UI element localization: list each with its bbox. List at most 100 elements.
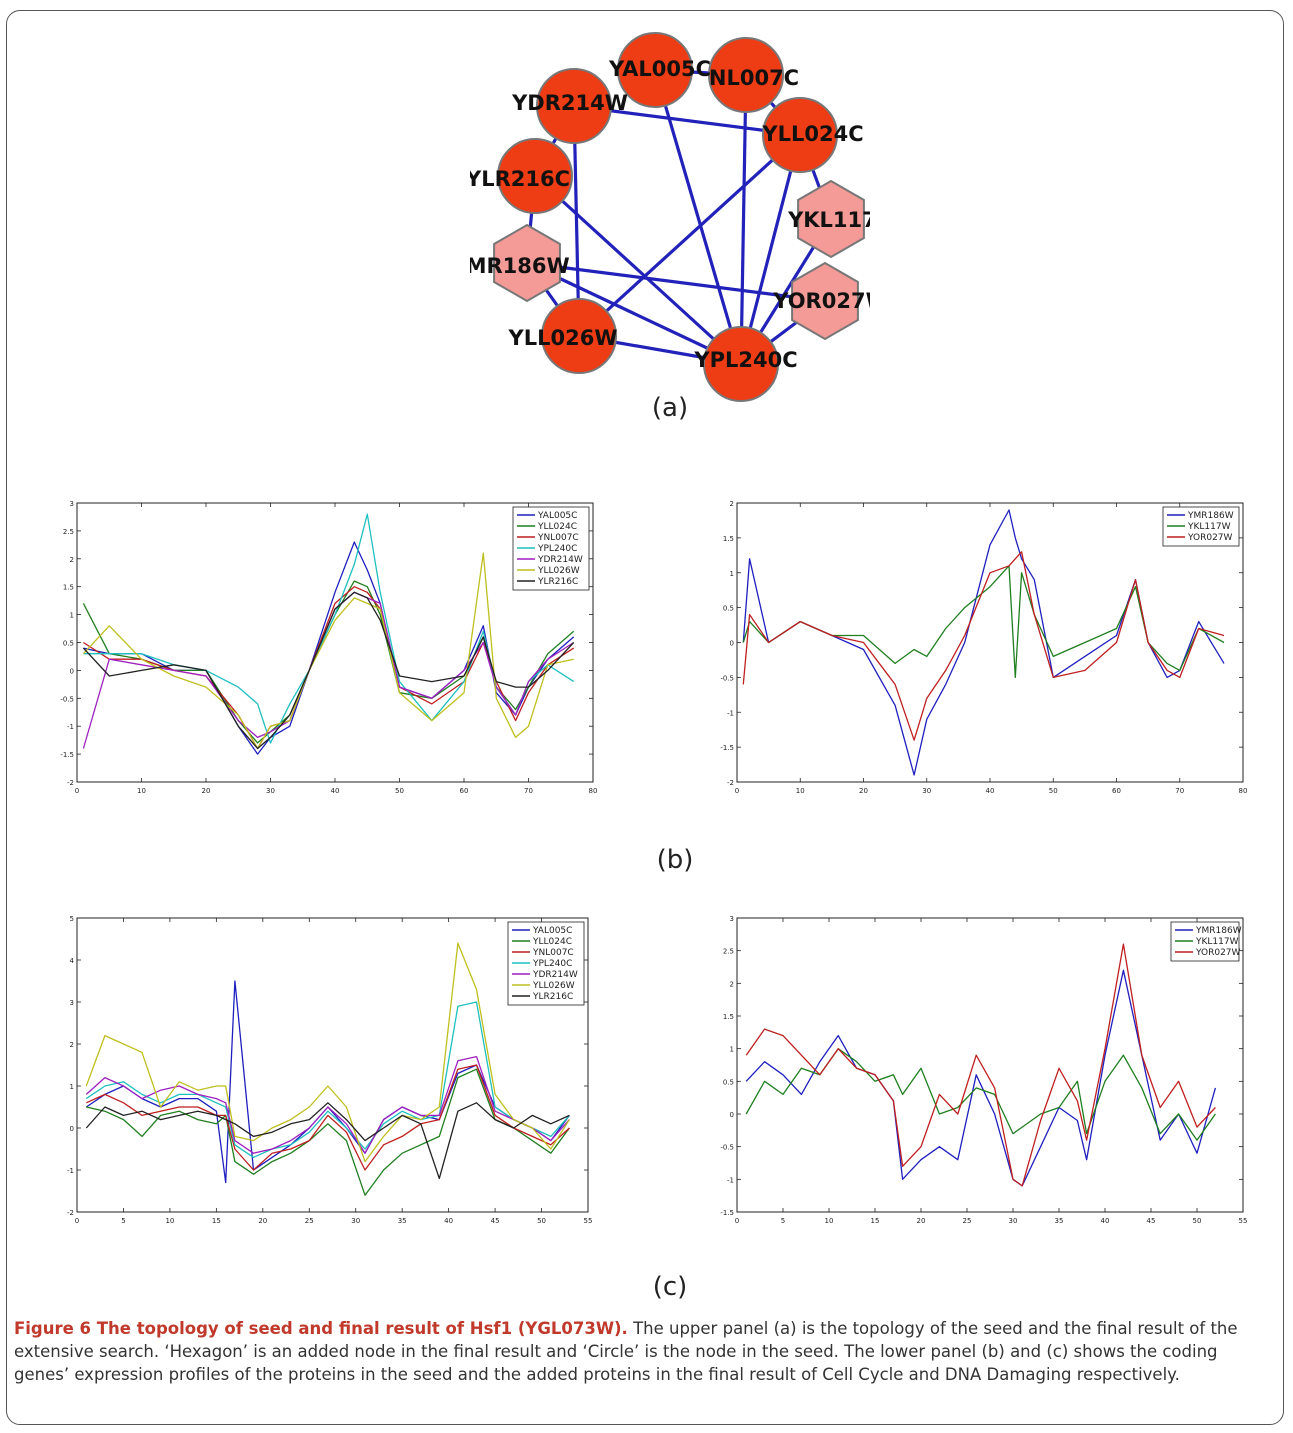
legend-label-yll024c: YLL024C [537,522,577,532]
edge-yll024c-yll026w [577,133,802,338]
x-tick-label: 0 [75,1217,79,1225]
node-nl007c [708,37,784,113]
x-tick-label: 45 [491,1217,500,1225]
node-label-yal005c: YAL005C [608,57,711,81]
figure-frame [6,10,1284,1425]
legend-label-yal005c: YAL005C [532,926,572,936]
legend: YAL005CYLL024CYNL007CYPL240CYDR214WYLL02… [512,506,590,591]
y-tick-label: -0.5 [720,674,734,682]
caption-text: The upper panel (a) is the topology of t… [14,1319,1238,1384]
y-tick-label: -2 [67,1209,74,1217]
node-label-ypl240c: YPL240C [693,348,797,372]
y-tick-label: 2 [70,1041,74,1049]
series-line-yll024c [86,1068,570,1196]
node-label-ylr216c: YLR216C [470,167,570,191]
edge-nl007c-ypl240c [739,74,748,365]
panel-label-c: (c) [652,1272,688,1302]
y-tick-label: 0 [70,667,74,675]
x-tick-label: 20 [202,787,211,795]
legend-label-ymr186w: YMR186W [1195,926,1242,936]
legend-label-yor027w: YOR027W [1195,948,1241,958]
node-yll024c [762,97,838,173]
y-tick-label: -1 [727,709,734,717]
series-lines [85,942,570,1196]
node-ymr186w [493,223,561,303]
node-label-yor027w: YOR027W [772,289,870,313]
chart-c-right: -1.5-1-0.500.511.522.530 5 10 15 20 25 30 35 40 4… [720,915,1248,1225]
node-ypl240c [703,326,779,402]
y-tick-label: -0.5 [720,1144,734,1152]
series-line-ylr216c [85,1102,570,1180]
x-tick-label: 0 [75,787,79,795]
plot-area [76,502,594,783]
y-tick-label: 1 [70,1083,74,1091]
x-tick-label: 20 [258,1217,267,1225]
legend-label-ymr186w: YMR186W [1187,511,1234,521]
y-tick-label: 3 [70,500,74,508]
node-ylr216c [497,138,573,214]
node-label-ykl117w: YKL117W [787,208,870,232]
y-tick-label: 1 [730,1046,734,1054]
y-tick-label: 2 [730,980,734,988]
x-tick-label: 35 [398,1217,407,1225]
node-label-ymr186w: YMR186W [470,254,570,278]
series-line-yor027w [745,943,1216,1187]
x-tick-label: 70 [1175,787,1184,795]
y-tick-label: 2.5 [63,528,74,536]
x-tick-label: 25 [305,1217,314,1225]
legend-label-ypl240c: YPL240C [532,959,572,969]
x-tick-label: 10 [165,1217,174,1225]
axes: -2-1.5-1-0.500.511.520 10 20 30 40 50 60 70 80 [720,500,1247,795]
y-tick-label: -2 [727,779,734,787]
x-tick-label: 5 [121,1217,125,1225]
y-tick-label: -1.5 [60,751,74,759]
x-tick-label: 60 [460,787,469,795]
panel-label-a: (a) [651,393,689,423]
node-yor027w [791,261,859,341]
legend-label-ydr214w: YDR214W [532,970,578,980]
x-tick-label: 50 [537,1217,546,1225]
legend-label-ynl007c: YNL007C [532,948,574,958]
chart-b-right: -2-1.5-1-0.500.511.520 10 20 30 40 50 60 70 80YM… [720,500,1247,795]
y-tick-label: 1.5 [723,535,734,543]
y-tick-label: 2.5 [723,948,734,956]
x-tick-label: 30 [922,787,931,795]
legend-label-ynl007c: YNL007C [537,533,579,543]
series-line-ylr216c [82,591,575,750]
x-tick-label: 70 [524,787,533,795]
x-tick-label: 50 [1193,1217,1202,1225]
x-tick-label: 40 [986,787,995,795]
legend-label-yll024c: YLL024C [532,937,572,947]
x-tick-label: 55 [1239,1217,1248,1225]
y-tick-label: 3 [730,915,734,923]
y-tick-label: 4 [70,957,75,965]
chart-b-left: -2-1.5-1-0.500.511.522.530 10 20 30 40 50 60 70… [60,500,598,795]
series-line-ydr214w [85,1055,570,1154]
series-line-yor027w [742,551,1225,741]
x-tick-label: 10 [137,787,146,795]
node-yll026w [541,298,617,374]
legend-label-ykl117w: YKL117W [1187,522,1231,532]
y-tick-label: -1 [67,1167,74,1175]
series-lines [82,513,575,755]
x-tick-label: 50 [1049,787,1058,795]
node-label-ydr214w: YDR214W [511,91,628,115]
legend-label-ydr214w: YDR214W [537,555,583,565]
node-ykl117w [797,179,865,259]
x-tick-label: 80 [589,787,598,795]
y-tick-label: 1.5 [63,584,74,592]
y-tick-label: 5 [70,915,74,923]
y-tick-label: 0.5 [723,605,734,613]
x-tick-label: 40 [444,1217,453,1225]
y-tick-label: 0.5 [723,1078,734,1086]
edge-ymr186w-yor027w [526,261,826,303]
legend-label-ylr216c: YLR216C [532,992,573,1002]
y-tick-label: 2 [730,500,734,508]
y-tick-label: 0 [730,1111,734,1119]
y-tick-label: 1.5 [723,1013,734,1021]
